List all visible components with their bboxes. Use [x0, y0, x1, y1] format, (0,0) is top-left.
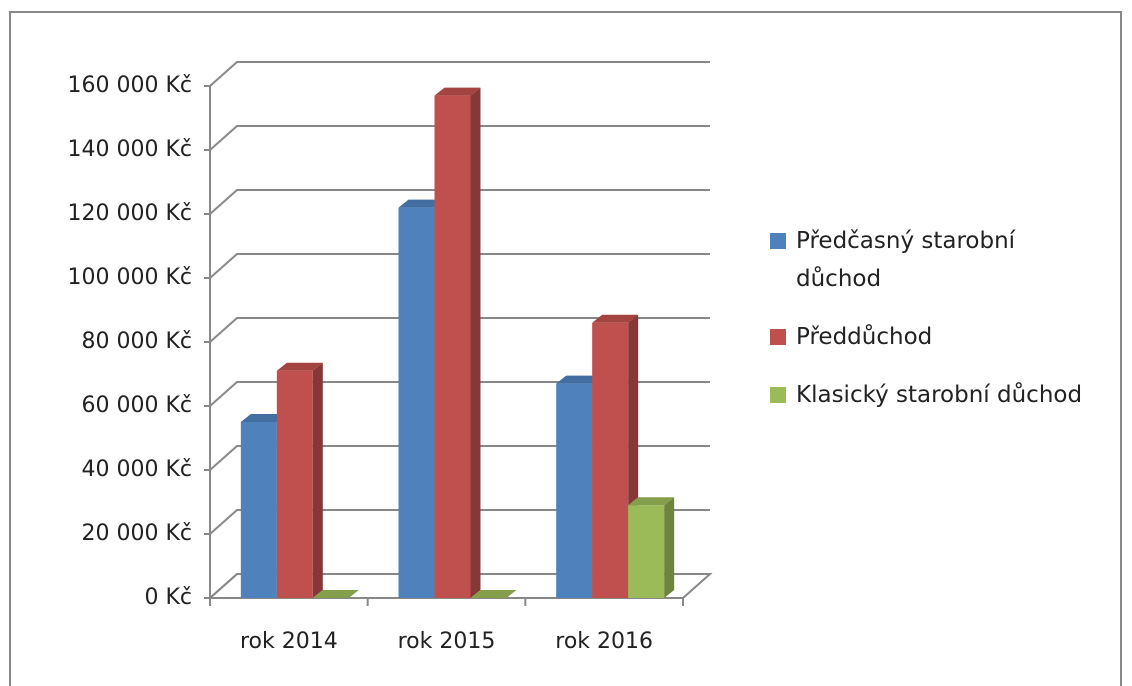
- legend-item: Předčasný starobní důchod: [770, 222, 1046, 298]
- legend-item: Předdůchod: [770, 318, 1082, 356]
- legend-swatch: [770, 233, 786, 249]
- bar-side: [664, 497, 675, 598]
- grid-line: [209, 445, 710, 471]
- grid-line: [209, 61, 710, 87]
- x-tick-label: rok 2014: [240, 629, 338, 654]
- legend-label: Předdůchod: [796, 324, 933, 350]
- chart-frame: [9, 11, 1122, 686]
- y-tick-label: 140 000 Kč: [68, 137, 193, 162]
- legend-swatch: [770, 329, 786, 345]
- y-tick-label: 0 Kč: [144, 585, 192, 610]
- bar-top: [398, 199, 445, 208]
- grid-line: [209, 317, 710, 343]
- grid-line: [209, 573, 710, 599]
- y-tick-label: 120 000 Kč: [68, 201, 193, 226]
- y-tick-label: 160 000 Kč: [68, 73, 193, 98]
- bar-side: [470, 87, 481, 598]
- bar: [312, 590, 359, 598]
- legend-swatch: [770, 387, 786, 403]
- y-tick-label: 20 000 Kč: [82, 521, 193, 546]
- legend-label: Klasický starobní důchod: [796, 382, 1083, 408]
- x-tick-label: rok 2015: [398, 629, 496, 654]
- bar-top: [556, 375, 603, 384]
- bar-top: [312, 590, 359, 598]
- legend-item: Klasický starobní důchod: [770, 376, 1082, 414]
- grid-line: [209, 125, 710, 151]
- y-tick-label: 80 000 Kč: [82, 329, 193, 354]
- bar-top: [240, 414, 287, 422]
- bar: [276, 362, 323, 598]
- grid-line: [209, 381, 710, 407]
- bar-side: [312, 362, 323, 598]
- grid-line: [209, 509, 710, 535]
- x-tick-label: rok 2016: [555, 629, 653, 654]
- legend: Předčasný starobní důchod Předdůchod Klasi…: [770, 222, 1082, 434]
- bar-front: [556, 383, 593, 598]
- legend-label: Předčasný starobní důchod: [796, 228, 1016, 292]
- bar: [628, 497, 675, 598]
- bar-front: [434, 95, 471, 598]
- bar-front: [276, 370, 313, 598]
- grid-line: [209, 189, 710, 215]
- bar-top: [628, 497, 675, 506]
- grid-line: [209, 253, 710, 279]
- bar-top: [276, 362, 323, 371]
- bar-front: [628, 505, 665, 598]
- bar-front: [398, 207, 435, 598]
- bar: [434, 87, 481, 598]
- bar: [470, 590, 517, 598]
- bar-top: [434, 87, 481, 96]
- bar-top: [592, 314, 639, 323]
- bar-top: [470, 590, 517, 598]
- bar-front: [240, 422, 277, 598]
- y-tick-label: 60 000 Kč: [82, 393, 193, 418]
- y-tick-label: 100 000 Kč: [68, 265, 193, 290]
- y-tick-label: 40 000 Kč: [82, 457, 193, 482]
- bar-front: [592, 322, 629, 598]
